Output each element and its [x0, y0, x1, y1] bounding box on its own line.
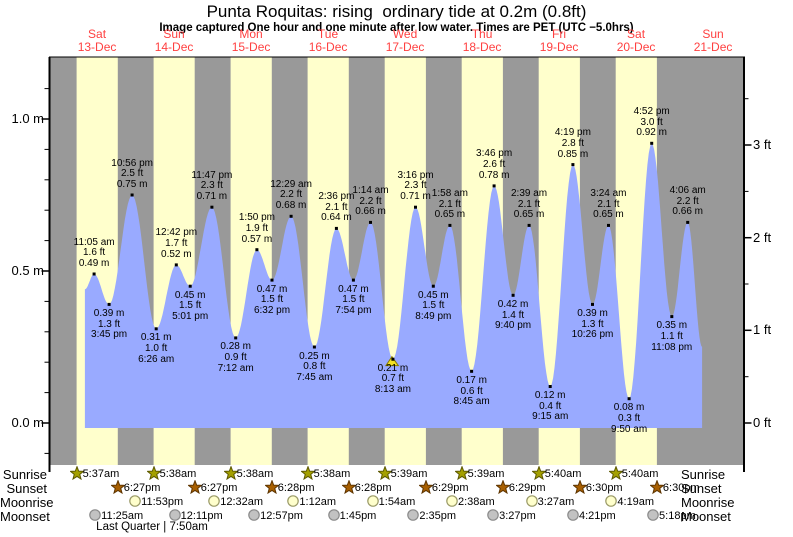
tide-point-dot: [289, 214, 293, 218]
tide-point-dot: [448, 223, 452, 227]
tide-point-dot: [154, 327, 158, 331]
tide-point-dot: [492, 184, 496, 188]
tide-point-dot: [210, 205, 214, 209]
tide-point-dot: [414, 205, 417, 209]
right-axis-line: [743, 57, 745, 472]
tide-point-dot: [369, 220, 372, 224]
tide-point-dot: [92, 272, 96, 276]
tide-point-dot: [351, 278, 355, 282]
tide-point-dot: [571, 163, 575, 167]
tide-point-dot: [627, 397, 631, 401]
tide-point-dot: [107, 302, 111, 306]
tide-point-dot: [391, 357, 395, 361]
tide-point-dot: [686, 220, 690, 224]
tide-point-dot: [591, 302, 594, 306]
tide-point-dot: [511, 293, 515, 297]
current-time-marker: [384, 355, 400, 367]
tide-point-dot: [270, 278, 274, 282]
tide-point-dot: [312, 345, 316, 349]
tide-curve-area: [84, 143, 703, 429]
tide-point-dot: [188, 284, 192, 288]
tide-point-dot: [431, 284, 435, 288]
left-axis-line: [48, 57, 51, 472]
tide-point-dot: [130, 193, 134, 197]
tide-point-dot: [607, 223, 610, 227]
chart-title: Punta Roquitas: rising ordinary tide at …: [206, 2, 587, 21]
tide-point-dot: [650, 141, 654, 145]
tide-point-dot: [174, 263, 178, 267]
tide-point-dot: [670, 315, 674, 319]
tide-point-dot: [334, 226, 338, 230]
tide-point-dot: [234, 336, 238, 340]
tide-point-dot: [527, 223, 531, 227]
tide-point-dot: [255, 248, 259, 252]
chart-subtitle: Image captured One hour and one minute a…: [159, 22, 634, 34]
tide-point-dot: [470, 369, 474, 373]
tide-point-dot: [548, 385, 552, 388]
